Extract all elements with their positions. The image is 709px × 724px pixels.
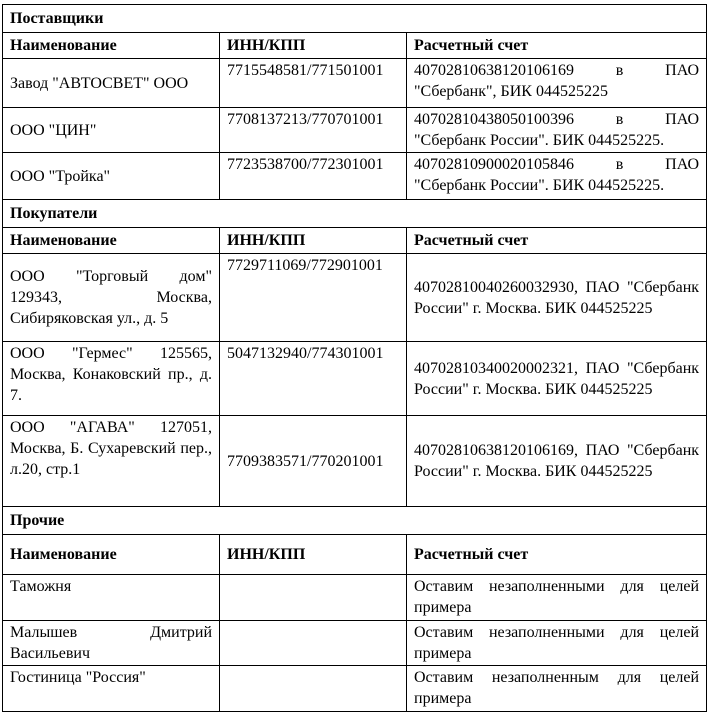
name-cell: Таможня bbox=[2, 574, 220, 621]
inn-kpp-cell: 7709383571/770201001 bbox=[219, 415, 407, 507]
account-cell: Оставим незаполненным для целей примера bbox=[405, 665, 708, 712]
table-row: ООО "Тройка" 7723538700/772301001 40702810… bbox=[2, 152, 708, 200]
section-title: Поставщики bbox=[1, 4, 708, 33]
table-row: Гостиница "Россия" Оставим незаполненным … bbox=[2, 665, 708, 712]
inn-kpp-cell bbox=[219, 620, 407, 666]
inn-kpp-cell: 7715548581/771501001 bbox=[219, 58, 407, 108]
inn-kpp-cell bbox=[219, 574, 407, 621]
section-row: Прочие bbox=[1, 506, 708, 535]
column-header: ИНН/КПП bbox=[219, 32, 407, 59]
account-cell: 40702810438050100396 в ПАО "Сбербанк Рос… bbox=[405, 107, 708, 153]
header-row: Наименование ИНН/КПП Расчетный счет bbox=[2, 534, 708, 575]
header-row: Наименование ИНН/КПП Расчетный счет bbox=[2, 32, 708, 59]
header-row: Наименование ИНН/КПП Расчетный счет bbox=[2, 227, 708, 254]
account-cell: 40702810900020105846 в ПАО "Сбербанк Рос… bbox=[405, 152, 708, 200]
inn-kpp-cell: 7729711069/772901001 bbox=[219, 253, 407, 342]
section-row: Покупатели bbox=[1, 199, 708, 228]
section-title: Покупатели bbox=[1, 199, 708, 228]
table-row: ООО "Гермес" 125565, Москва, Конаковский… bbox=[2, 341, 708, 416]
name-cell: ООО "АГАВА" 127051, Москва, Б. Сухаревск… bbox=[2, 415, 220, 507]
table-row: Малышев Дмитрий Васильевич Оставим незапо… bbox=[2, 620, 708, 666]
section-row: Поставщики bbox=[1, 4, 708, 33]
name-cell: Малышев Дмитрий Васильевич bbox=[2, 620, 220, 666]
column-header: ИНН/КПП bbox=[219, 227, 407, 254]
account-cell: Оставим незаполненными для целей примера bbox=[405, 620, 708, 666]
counterparties-table: Поставщики Наименование ИНН/КПП Расчетный с… bbox=[1, 4, 708, 712]
account-cell: 40702810340020002321, ПАО "Сбербанк Росс… bbox=[405, 341, 708, 416]
name-cell: ООО "ЦИН" bbox=[2, 107, 220, 153]
account-cell: 40702810040260032930, ПАО "Сбербанк Росс… bbox=[405, 253, 708, 342]
account-cell: 40702810638120106169 в ПАО "Сбербанк", Б… bbox=[405, 58, 708, 108]
column-header: Наименование bbox=[2, 227, 220, 254]
inn-kpp-cell: 7723538700/772301001 bbox=[219, 152, 407, 200]
inn-kpp-cell: 7708137213/770701001 bbox=[219, 107, 407, 153]
column-header: Наименование bbox=[2, 534, 220, 575]
column-header: Расчетный счет bbox=[405, 534, 708, 575]
table-row: Таможня Оставим незаполненными для целей … bbox=[2, 574, 708, 621]
name-cell: ООО "Тройка" bbox=[2, 152, 220, 200]
name-cell: ООО "Гермес" 125565, Москва, Конаковский… bbox=[2, 341, 220, 416]
inn-kpp-cell bbox=[219, 665, 407, 712]
account-cell: 40702810638120106169, ПАО "Сбербанк Росс… bbox=[405, 415, 708, 507]
section-title: Прочие bbox=[1, 506, 708, 535]
name-cell: Завод "АВТОСВЕТ" ООО bbox=[2, 58, 220, 108]
table-row: ООО "ЦИН" 7708137213/770701001 40702810438… bbox=[2, 107, 708, 153]
table-row: Завод "АВТОСВЕТ" ООО 7715548581/771501001… bbox=[2, 58, 708, 108]
inn-kpp-cell: 5047132940/774301001 bbox=[219, 341, 407, 416]
account-cell: Оставим незаполненными для целей примера bbox=[405, 574, 708, 621]
name-cell: ООО "Торговый дом" 129343, Москва, Сибир… bbox=[2, 253, 220, 342]
name-cell: Гостиница "Россия" bbox=[2, 665, 220, 712]
column-header: Расчетный счет bbox=[405, 32, 708, 59]
table-row: ООО "Торговый дом" 129343, Москва, Сибир… bbox=[2, 253, 708, 342]
table-row: ООО "АГАВА" 127051, Москва, Б. Сухаревск… bbox=[2, 415, 708, 507]
column-header: ИНН/КПП bbox=[219, 534, 407, 575]
column-header: Наименование bbox=[2, 32, 220, 59]
column-header: Расчетный счет bbox=[405, 227, 708, 254]
